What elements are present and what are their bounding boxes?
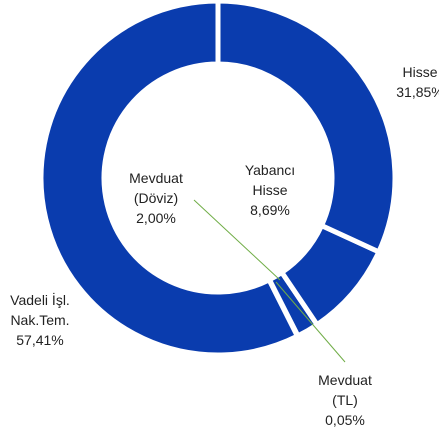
value-label: 8,69% (250, 202, 290, 218)
category-label: Mevduat (TL) (318, 372, 372, 408)
category-label: Vadeli İşl. Nak.Tem. (10, 292, 70, 328)
category-label: Hisse (402, 64, 438, 80)
category-label: Mevduat (Döviz) (129, 170, 183, 206)
slice-label: Yabancı Hisse 8,69% (235, 160, 305, 220)
slice-label: Mevduat (Döviz) 2,00% (118, 168, 194, 228)
slice (215, 0, 398, 256)
slice-label: Mevduat (TL) 0,05% (310, 370, 380, 430)
value-label: 0,05% (325, 412, 365, 428)
slice (38, 0, 301, 358)
value-label: 57,41% (16, 332, 64, 348)
category-label: Yabancı Hisse (244, 162, 296, 198)
value-label: 2,00% (136, 210, 176, 226)
slice (278, 222, 383, 329)
slice-label: Vadeli İşl. Nak.Tem. 57,41% (0, 290, 80, 350)
leader-line (193, 199, 281, 281)
slice-label: Hisse 31,85% (385, 62, 439, 102)
leader-line (275, 281, 346, 363)
value-label: 31,85% (396, 84, 439, 100)
